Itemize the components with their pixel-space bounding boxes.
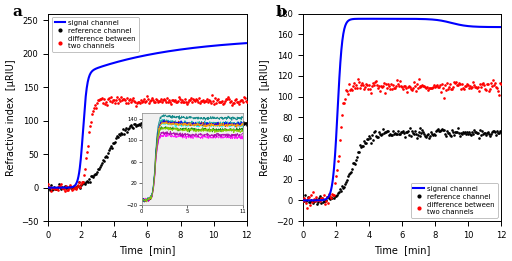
- Y-axis label: Refractive index  [μRIU]: Refractive index [μRIU]: [6, 59, 15, 176]
- Y-axis label: Refractive index  [μRIU]: Refractive index [μRIU]: [260, 59, 270, 176]
- X-axis label: Time  [min]: Time [min]: [374, 245, 430, 256]
- Text: b: b: [275, 5, 286, 19]
- Legend: signal channel, reference channel, difference between
two channels: signal channel, reference channel, diffe…: [411, 183, 498, 218]
- X-axis label: Time  [min]: Time [min]: [119, 245, 176, 256]
- Legend: signal channel, reference channel, difference between
two channels: signal channel, reference channel, diffe…: [52, 17, 139, 52]
- Text: a: a: [13, 5, 23, 19]
